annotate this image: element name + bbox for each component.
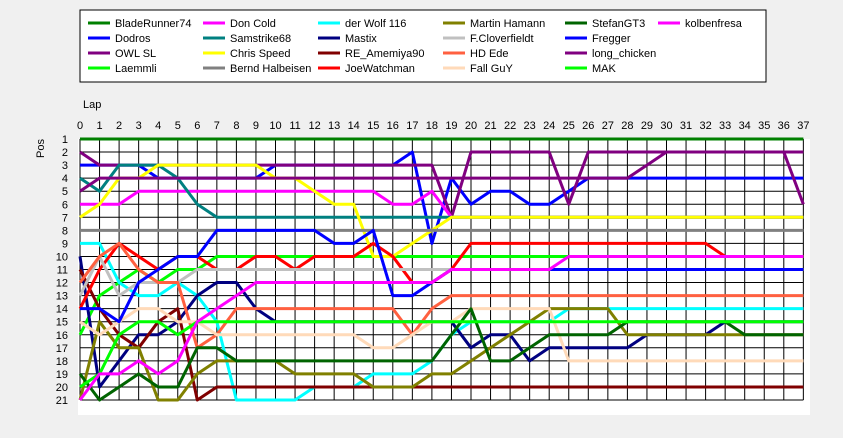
- legend: BladeRunner74 Dodros OWL SL Laemmli Don Cold…: [79, 9, 767, 83]
- x-tick-label: 29: [641, 120, 653, 132]
- legend-label: Dodros: [115, 33, 151, 45]
- legend-label: Fregger: [592, 33, 631, 45]
- x-tick-label: 28: [621, 120, 633, 132]
- y-tick-label: 20: [56, 382, 68, 394]
- y-tick-label: 16: [56, 330, 68, 342]
- series-line: [78, 241, 804, 350]
- x-tick-label: 16: [387, 120, 399, 132]
- legend-label: Laemmli: [115, 63, 157, 75]
- legend-label: RE_Amemiya90: [345, 48, 424, 60]
- legend-label: HD Ede: [470, 48, 509, 60]
- legend-label: kolbenfresa: [685, 18, 743, 30]
- x-tick-label: 34: [739, 120, 751, 132]
- y-tick-label: 19: [56, 369, 68, 381]
- series-line: [78, 307, 804, 402]
- y-tick-label: 2: [62, 147, 68, 159]
- x-tick-label: 19: [445, 120, 457, 132]
- x-tick-label: 22: [504, 120, 516, 132]
- legend-label: BladeRunner74: [115, 18, 191, 30]
- y-tick-label: 4: [62, 173, 68, 185]
- legend-label: JoeWatchman: [345, 63, 415, 75]
- x-tick-label: 36: [778, 120, 790, 132]
- y-tick-label: 13: [56, 291, 68, 303]
- x-tick-label: 31: [680, 120, 692, 132]
- legend-box: [79, 9, 767, 83]
- x-tick-label: 12: [308, 120, 320, 132]
- legend-label: Don Cold: [230, 18, 276, 30]
- plot-area: [78, 139, 810, 415]
- y-tick-label: 6: [62, 199, 68, 211]
- series-line: [79, 150, 804, 193]
- x-tick-label: 21: [484, 120, 496, 132]
- x-tick-label: 35: [758, 120, 770, 132]
- y-tick-label: 15: [56, 317, 68, 329]
- x-tick-label: 23: [524, 120, 536, 132]
- y-tick-label: 14: [56, 304, 68, 316]
- legend-label: der Wolf 116: [345, 18, 406, 30]
- x-tick-label: 3: [136, 120, 142, 132]
- x-tick-label: 10: [269, 120, 281, 132]
- x-tick-label: 20: [465, 120, 477, 132]
- legend-label: Samstrike68: [230, 33, 291, 45]
- y-tick-label: 12: [56, 278, 68, 290]
- series-line: [79, 163, 804, 258]
- x-tick-label: 9: [253, 120, 259, 132]
- x-tick-label: 27: [602, 120, 614, 132]
- y-tick-label: 9: [62, 238, 68, 250]
- x-tick-label: 32: [699, 120, 711, 132]
- y-tick-label: 5: [62, 186, 68, 198]
- x-tick-label: 26: [582, 120, 594, 132]
- legend-label: OWL SL: [115, 48, 156, 60]
- legend-label: F.Cloverfieldt: [470, 33, 534, 45]
- y-tick-label: 7: [62, 212, 68, 224]
- legend-label: StefanGT3: [592, 18, 645, 30]
- series-line: [79, 320, 804, 389]
- x-tick-label: 14: [348, 120, 360, 132]
- legend-label: Fall GuY: [470, 63, 513, 75]
- x-tick-label: 30: [660, 120, 672, 132]
- x-tick-label: 4: [155, 120, 161, 132]
- series-line: [78, 254, 804, 401]
- x-tick-label: 24: [543, 120, 555, 132]
- x-tick-labels: 0 1 2 3 4 5 6 7 8 9 10 11 12 13 14 15 16 17 18 19 20 21 22 23 24…: [77, 120, 810, 132]
- legend-label: Bernd Halbeisen: [230, 63, 311, 75]
- y-tick-label: 10: [56, 251, 68, 263]
- x-tick-label: 6: [194, 120, 200, 132]
- x-tick-label: 15: [367, 120, 379, 132]
- x-tick-label: 18: [426, 120, 438, 132]
- series-lines: [78, 137, 805, 402]
- legend-label: MAK: [592, 63, 617, 75]
- x-tick-label: 0: [77, 120, 83, 132]
- y-axis-label: Pos: [35, 139, 47, 158]
- x-axis-label: Lap: [83, 99, 101, 111]
- y-tick-label: 3: [62, 160, 68, 172]
- x-tick-label: 33: [719, 120, 731, 132]
- y-tick-label: 17: [56, 343, 68, 355]
- y-tick-label: 8: [62, 225, 68, 237]
- y-tick-label: 1: [62, 134, 68, 146]
- legend-label: Chris Speed: [230, 48, 291, 60]
- x-tick-label: 7: [214, 120, 220, 132]
- legend-label: Martin Hamann: [470, 18, 545, 30]
- x-tick-label: 37: [797, 120, 809, 132]
- y-tick-label: 21: [56, 395, 68, 407]
- x-tick-label: 17: [406, 120, 418, 132]
- legend-label: long_chicken: [592, 48, 656, 60]
- x-tick-label: 1: [96, 120, 102, 132]
- x-tick-label: 13: [328, 120, 340, 132]
- x-tick-label: 2: [116, 120, 122, 132]
- x-tick-label: 11: [289, 120, 300, 132]
- y-tick-label: 18: [56, 356, 68, 368]
- y-tick-label: 11: [57, 265, 68, 277]
- x-tick-label: 8: [233, 120, 239, 132]
- series-line: [78, 268, 804, 402]
- x-tick-label: 5: [175, 120, 181, 132]
- legend-label: Mastix: [345, 33, 377, 45]
- x-tick-label: 25: [563, 120, 575, 132]
